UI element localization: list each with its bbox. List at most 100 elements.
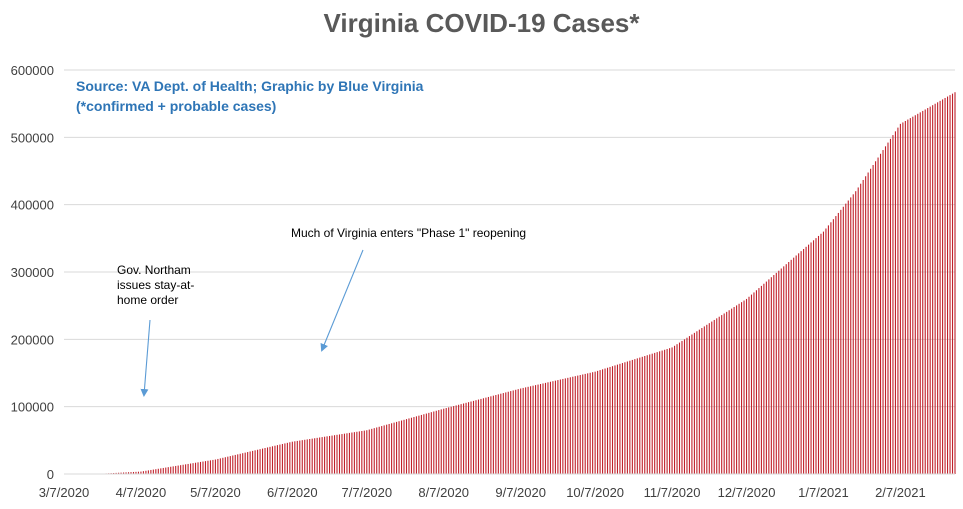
x-tick-label: 9/7/2020	[495, 485, 546, 500]
bar	[907, 119, 909, 475]
bar	[870, 168, 872, 474]
bar	[244, 452, 246, 474]
bar	[597, 370, 599, 474]
bar	[311, 438, 313, 474]
bar	[800, 251, 802, 474]
bar	[127, 472, 130, 474]
bar	[276, 445, 278, 474]
bar	[423, 414, 425, 474]
bar	[865, 176, 867, 475]
bar	[378, 426, 380, 474]
bar	[440, 409, 442, 474]
bar	[132, 471, 135, 474]
bar	[827, 225, 829, 474]
bar	[410, 417, 413, 474]
bar	[304, 439, 306, 474]
bar	[678, 342, 681, 474]
bar	[785, 264, 787, 474]
bar	[264, 448, 266, 474]
bar	[120, 472, 122, 474]
bar	[495, 395, 497, 474]
bar	[954, 92, 956, 474]
bar	[634, 359, 636, 474]
bar	[157, 468, 159, 474]
bar	[366, 430, 368, 474]
bars-series	[65, 92, 956, 475]
bar	[343, 433, 345, 474]
bar	[867, 172, 869, 474]
y-tick-label: 500000	[11, 130, 54, 145]
bar	[626, 361, 628, 474]
bar	[321, 437, 323, 474]
bar	[810, 242, 812, 474]
bar	[765, 281, 767, 474]
y-tick-label: 200000	[11, 332, 54, 347]
bar	[753, 292, 755, 474]
bar	[140, 471, 142, 474]
bar	[899, 123, 901, 475]
bar	[773, 275, 775, 474]
bar	[855, 191, 857, 474]
bar	[830, 222, 832, 474]
bar	[649, 354, 651, 474]
bar	[942, 99, 944, 474]
bar	[219, 458, 221, 474]
bar	[396, 421, 398, 474]
bar	[577, 375, 579, 474]
bar	[535, 385, 537, 474]
bar	[309, 439, 311, 474]
bar	[812, 240, 815, 474]
bar	[857, 187, 859, 474]
bar	[199, 461, 202, 474]
annotation-phase-1: Much of Virginia enters "Phase 1" reopen…	[291, 226, 526, 241]
bar	[944, 97, 946, 474]
bar	[324, 436, 326, 474]
bar	[175, 465, 177, 474]
bar	[338, 434, 341, 474]
bar	[289, 442, 291, 474]
bar	[654, 352, 656, 474]
bar	[592, 372, 594, 474]
bar	[872, 165, 874, 474]
bar	[212, 459, 214, 474]
bar	[162, 467, 164, 474]
bar	[383, 425, 385, 474]
bar	[346, 433, 348, 474]
bar	[822, 231, 825, 474]
bar	[266, 447, 269, 474]
bar	[356, 431, 358, 474]
bar	[435, 410, 437, 474]
bar	[418, 415, 420, 474]
bar	[674, 345, 676, 474]
bar	[123, 472, 125, 474]
bar	[403, 419, 405, 474]
x-tick-label: 3/7/2020	[39, 485, 90, 500]
bar	[530, 386, 532, 474]
bar	[341, 434, 343, 474]
bar	[234, 454, 236, 474]
bar	[405, 419, 408, 474]
bar	[453, 406, 455, 474]
bar	[922, 110, 924, 475]
bar	[562, 378, 564, 474]
bar	[547, 382, 549, 474]
bar	[224, 457, 226, 474]
bar	[788, 262, 790, 474]
bar	[485, 397, 487, 474]
bar	[723, 313, 725, 474]
bar	[748, 296, 750, 474]
bar	[202, 461, 204, 474]
bar	[636, 358, 638, 474]
bar	[755, 290, 757, 474]
bar	[582, 374, 584, 474]
bar	[696, 331, 698, 474]
bar	[850, 197, 852, 475]
x-tick-label: 4/7/2020	[116, 485, 167, 500]
bar	[371, 428, 373, 474]
bar	[118, 472, 120, 474]
bar	[490, 396, 492, 474]
y-tick-label: 100000	[11, 400, 54, 415]
bar	[711, 321, 713, 474]
bar	[167, 467, 169, 474]
